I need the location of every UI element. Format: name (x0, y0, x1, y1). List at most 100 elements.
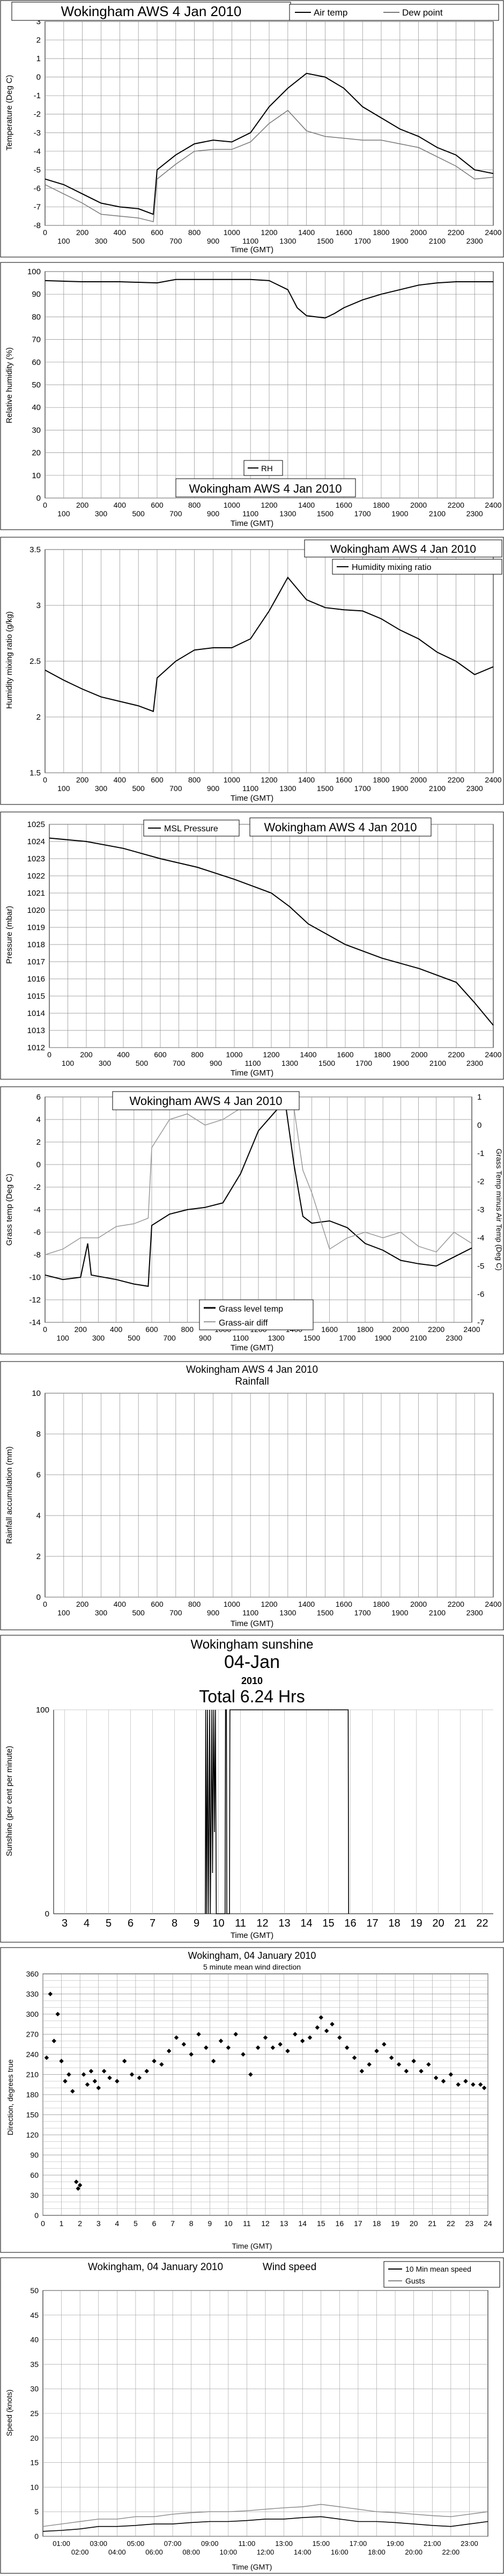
x-tick-label: 1200 (263, 1050, 279, 1059)
legend-msl-pressure: MSL Pressure (164, 824, 218, 833)
x-tick-label: 2100 (429, 237, 446, 245)
x-tick-label: 800 (188, 775, 201, 784)
x-tick-label: 600 (145, 1325, 158, 1334)
x-tick-label: 15:00 (312, 2540, 330, 2548)
x-tick-label: 3 (97, 2219, 101, 2228)
direction-point (74, 2179, 79, 2184)
legend-dew-point: Dew point (402, 8, 443, 18)
direction-point (324, 2029, 329, 2033)
mixing-ratio-chart: 3.5 3 2.5 2 1.50 200 400 600 800 1000 1200 1400 1600… (0, 537, 504, 805)
pressure-panel: 1025 1024 1023 1022 1021 1020 1019 1018 1017 1016… (0, 811, 504, 1080)
x-tick-label: 300 (95, 509, 108, 518)
y-tick-label: -2 (34, 1183, 41, 1192)
x-tick-label: 1800 (374, 1050, 390, 1059)
y-tick-label: 1017 (27, 957, 45, 967)
direction-point (96, 2085, 101, 2090)
y-tick-label: 1022 (27, 872, 45, 881)
x-tick-label: 1800 (373, 775, 389, 784)
x-tick-label: 2400 (463, 1325, 480, 1334)
direction-point (404, 2069, 409, 2074)
direction-point (85, 2082, 90, 2087)
x-tick-label: 500 (132, 509, 145, 518)
wind-direction-ylabel: Direction, degrees true (6, 2059, 14, 2135)
sunshine-chart: 3 4 5 6 7 8 9 10 11 12 13 14 15 16 17 18 19 20 21 22 100 0 Wo… (0, 1635, 504, 1943)
direction-point (263, 2035, 268, 2040)
x-tick-label: 1400 (298, 228, 315, 237)
x-tick-label: 200 (80, 1050, 93, 1059)
direction-point (419, 2069, 424, 2074)
x-tick-label: 18 (373, 2219, 381, 2228)
direction-point (389, 2055, 394, 2060)
x-tick-label: 800 (181, 1325, 194, 1334)
x-tick-label: 19:00 (387, 2540, 404, 2548)
x-tick-label: 1500 (317, 784, 333, 793)
y2-tick-label: -1 (477, 1149, 484, 1158)
x-tick-label: 900 (207, 509, 220, 518)
legend-mean-speed: 10 Min mean speed (405, 2265, 471, 2273)
x-tick-label: 600 (151, 228, 164, 237)
legend-rh: RH (261, 464, 273, 473)
x-tick-label: 600 (154, 1050, 167, 1059)
x-tick-label: 23 (465, 2219, 474, 2228)
direction-point (218, 2038, 224, 2044)
x-tick-label: 1000 (224, 1600, 240, 1608)
x-tick-label: 18 (388, 1918, 400, 1929)
y-tick-label: -6 (34, 1228, 41, 1237)
direction-point (66, 2072, 71, 2077)
y2-tick-label: -2 (477, 1177, 484, 1187)
x-tick-label: 800 (188, 1600, 201, 1608)
humidity-title: Wokingham AWS 4 Jan 2010 (189, 482, 342, 495)
direction-point (59, 2059, 64, 2063)
x-tick-label: 2100 (429, 1059, 446, 1067)
x-tick-label: 1200 (261, 501, 277, 509)
x-tick-label: 13 (278, 1918, 290, 1929)
y-tick-label: 0 (34, 2532, 39, 2541)
direction-point (481, 2085, 487, 2090)
x-tick-label: 20 (410, 2219, 418, 2228)
rainfall-title: Wokingham AWS 4 Jan 2010 (186, 1364, 318, 1375)
y-tick-label: 30 (30, 2384, 39, 2393)
y-tick-label: 1023 (27, 854, 45, 863)
mixing-ratio-ylabel: Humidity mixing ratio (g/kg) (5, 611, 14, 709)
x-tick-label: 600 (151, 501, 164, 509)
x-tick-label: 100 (57, 784, 70, 793)
x-tick-label: 300 (95, 237, 108, 245)
y-tick-label: 40 (32, 403, 41, 412)
sunshine-year: 2010 (241, 1675, 263, 1686)
x-tick-label: 24 (484, 2219, 492, 2228)
direction-point (144, 2069, 149, 2074)
y2-tick-label: 1 (477, 1093, 481, 1102)
x-tick-label: 1600 (336, 775, 352, 784)
x-tick-label: 2100 (429, 509, 446, 518)
x-tick-label: 03:00 (90, 2540, 107, 2548)
y-tick-label: -5 (34, 165, 41, 174)
humidity-ylabel: Relative humidity (%) (5, 347, 14, 423)
x-tick-label: 1200 (261, 1600, 277, 1608)
gust-line (42, 2504, 488, 2527)
x-tick-label: 1 (60, 2219, 64, 2228)
pressure-chart: 1025 1024 1023 1022 1021 1020 1019 1018 1017 1016… (0, 811, 504, 1080)
x-tick-label: 0 (43, 1325, 47, 1334)
direction-point (478, 2082, 483, 2087)
y-tick-label: 1018 (27, 940, 45, 949)
y-tick-label: -12 (29, 1296, 41, 1305)
x-tick-label: 100 (56, 1334, 69, 1342)
x-tick-label: 6 (152, 2219, 157, 2228)
x-tick-label: 1500 (317, 509, 333, 518)
x-tick-label: 10:00 (220, 2548, 238, 2556)
x-tick-label: 1100 (242, 1608, 258, 1617)
x-tick-label: 10 (212, 1918, 224, 1929)
x-tick-label: 1500 (303, 1334, 320, 1342)
x-tick-label: 2400 (485, 228, 501, 237)
direction-point (88, 2069, 94, 2074)
y-tick-label: 2 (36, 1138, 41, 1147)
y-tick-label: 60 (32, 358, 41, 367)
x-tick-label: 15 (317, 2219, 325, 2228)
direction-point (433, 2075, 439, 2080)
x-tick-label: 01:00 (53, 2540, 70, 2548)
y-tick-label: 50 (30, 2286, 39, 2295)
x-tick-label: 500 (136, 1059, 149, 1067)
x-tick-label: 2400 (485, 1050, 501, 1059)
direction-point (285, 2048, 290, 2053)
